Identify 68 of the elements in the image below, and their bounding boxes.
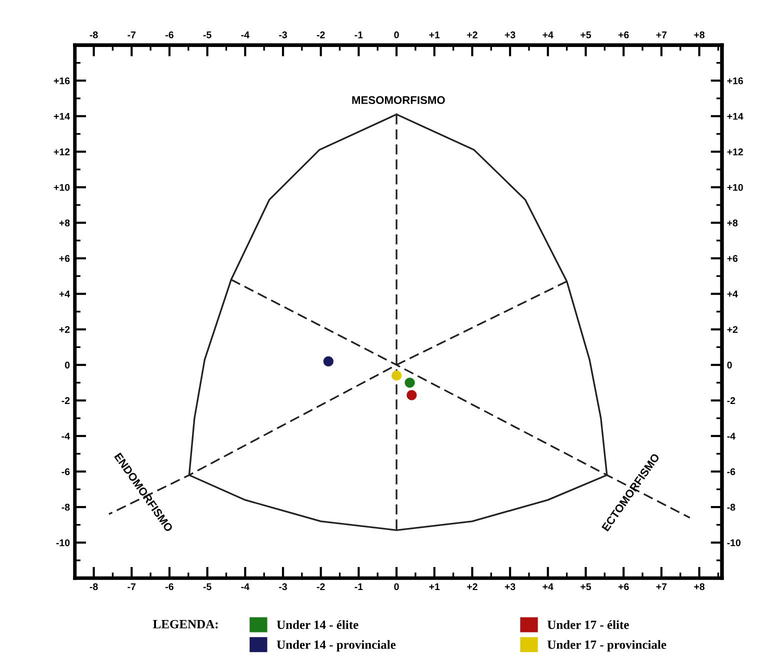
- y2-tick-label: -6: [727, 468, 736, 476]
- x2-tick-label: -1: [354, 32, 363, 38]
- y-tick-label: -6: [62, 468, 70, 476]
- x2-tick-label: +6: [618, 31, 629, 38]
- y2-tick-label: -10: [727, 539, 740, 546]
- x2-tick-label: +8: [694, 31, 705, 38]
- x2-tick-label: -5: [203, 32, 212, 38]
- x-tick-label: +4: [542, 583, 554, 590]
- y-tick-label: -8: [62, 504, 70, 511]
- y-tick-label: +6: [59, 255, 70, 262]
- x-tick-label: 0: [394, 583, 399, 590]
- y2-tick-label: +10: [727, 184, 743, 191]
- x-tick-label: +8: [694, 583, 705, 590]
- y-tick-label: 0: [64, 362, 70, 369]
- y-tick-label: +2: [59, 326, 70, 333]
- y-tick-label: +8: [59, 220, 70, 226]
- x2-tick-label: -4: [241, 32, 250, 38]
- x-tick-label: -3: [279, 583, 287, 590]
- x-tick-label: -7: [128, 583, 136, 590]
- y-tick-label: +12: [54, 148, 70, 156]
- x2-tick-label: -6: [166, 31, 174, 38]
- y2-tick-label: +14: [727, 112, 744, 120]
- x2-tick-label: +4: [542, 32, 554, 38]
- x-tick-label: +2: [467, 583, 478, 590]
- annotation: MESOMORFISMO: [352, 96, 445, 104]
- x2-tick-label: +5: [580, 32, 592, 38]
- x-tick-label: +6: [618, 583, 629, 590]
- x-tick-label: +1: [429, 583, 440, 590]
- y-tick-label: -10: [56, 539, 70, 546]
- legend-label: Under 14 - provinciale: [276, 640, 396, 652]
- x-tick-label: +3: [504, 583, 516, 590]
- y-tick-label: +14: [54, 112, 70, 120]
- legend-label: Under 17 - provinciale: [547, 640, 666, 652]
- x2-tick-label: -2: [316, 31, 325, 38]
- x2-tick-label: +7: [656, 32, 667, 38]
- x2-tick-label: -7: [128, 32, 136, 38]
- y2-tick-label: +2: [727, 326, 738, 333]
- x-tick-label: -4: [241, 583, 250, 590]
- x-tick-label: +5: [580, 583, 592, 590]
- y2-tick-label: +6: [727, 255, 738, 262]
- x-tick-label: -1: [354, 583, 363, 590]
- y2-tick-label: -2: [727, 397, 736, 404]
- legend-label: Under 14 - élite: [276, 620, 358, 630]
- x2-tick-label: -8: [90, 31, 98, 38]
- y2-tick-label: +16: [727, 77, 743, 84]
- y2-tick-label: +4: [727, 290, 738, 298]
- x-tick-label: -2: [316, 583, 325, 590]
- y-tick-label: -4: [62, 432, 70, 440]
- y2-tick-label: +12: [727, 148, 743, 156]
- legend-title: LEGENDA:: [153, 620, 218, 628]
- x-tick-label: -6: [166, 583, 174, 590]
- x-tick-label: -5: [203, 583, 212, 590]
- y-tick-label: +4: [59, 290, 70, 298]
- x2-tick-label: -3: [279, 31, 287, 38]
- legend-label: Under 17 - élite: [547, 620, 629, 630]
- x-tick-label: +7: [656, 583, 667, 590]
- y2-tick-label: -4: [727, 432, 736, 440]
- x2-tick-label: +2: [467, 31, 478, 38]
- x2-tick-label: 0: [394, 31, 399, 38]
- y2-tick-label: -8: [727, 504, 736, 511]
- y-tick-label: +16: [54, 77, 70, 84]
- y2-tick-label: 0: [727, 362, 732, 369]
- x2-tick-label: +3: [504, 31, 516, 38]
- y2-tick-label: +8: [727, 220, 738, 226]
- x2-tick-label: +1: [429, 32, 440, 38]
- x-tick-label: -8: [90, 583, 98, 590]
- y-tick-label: -2: [62, 397, 70, 404]
- y-tick-label: +10: [54, 184, 70, 191]
